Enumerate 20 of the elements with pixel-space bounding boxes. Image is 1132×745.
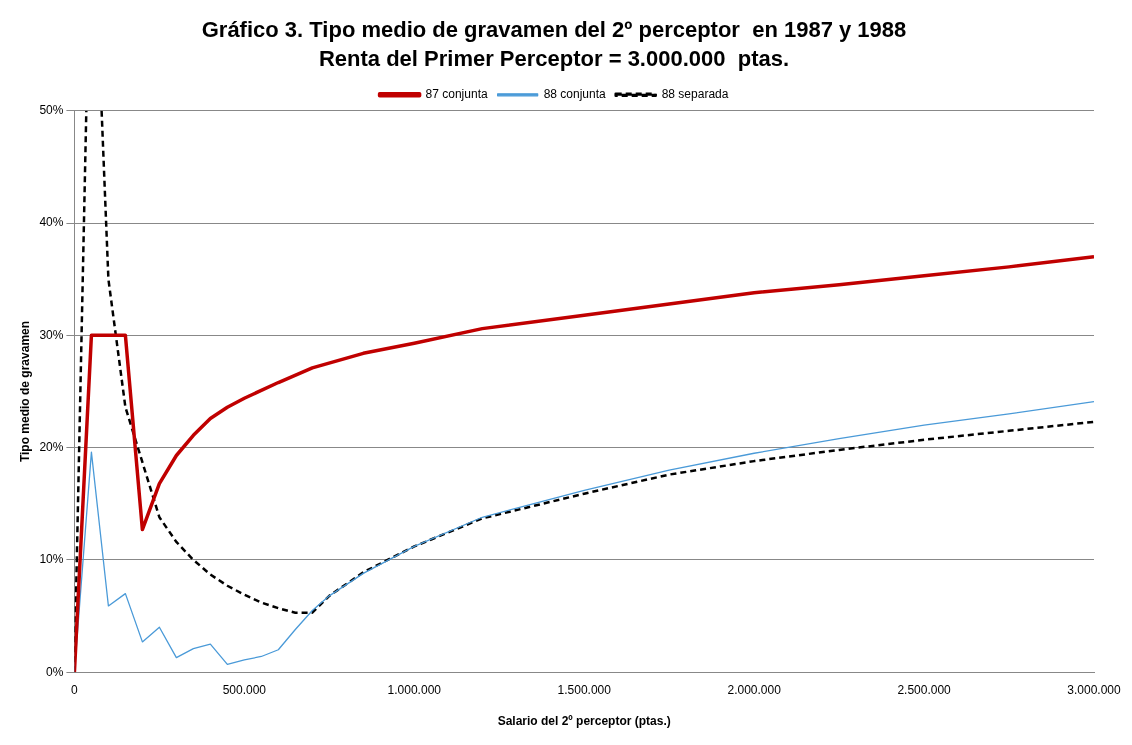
x-axis-title: Salario del 2º perceptor (ptas.): [497, 714, 671, 729]
y-tick-label: 10%: [39, 552, 64, 567]
chart-title: Gráfico 3. Tipo medio de gravamen del 2º perceptor en 1987 y 1988: [201, 17, 907, 43]
y-tick-label: 20%: [39, 439, 64, 454]
x-tick-label: 1.500.000: [557, 682, 612, 697]
x-tick-label: 2.000.000: [727, 682, 782, 697]
x-tick-label: 2.500.000: [897, 682, 952, 697]
chart-subtitle: Renta del Primer Perceptor = 3.000.000 ptas.: [318, 45, 790, 71]
legend-label: 88 conjunta: [543, 87, 607, 102]
x-tick-label: 3.000.000: [1067, 682, 1122, 697]
legend-label: 88 separada: [661, 87, 729, 102]
y-tick-label: 40%: [39, 215, 64, 230]
x-tick-label: 1.000.000: [387, 682, 442, 697]
y-tick-label: 30%: [39, 327, 64, 342]
x-tick-label: 500.000: [222, 682, 267, 697]
y-axis-title: Tipo medio de gravamen: [17, 320, 32, 463]
y-tick-label: 0%: [46, 664, 64, 679]
legend-label: 87 conjunta: [425, 87, 488, 102]
y-tick-label: 50%: [39, 103, 64, 118]
x-tick-label: 0: [71, 682, 79, 697]
